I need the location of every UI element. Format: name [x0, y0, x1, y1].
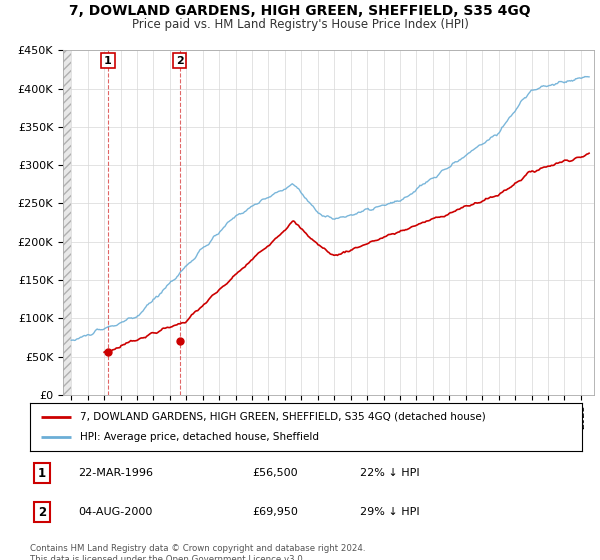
- Text: 2: 2: [38, 506, 46, 519]
- Text: Price paid vs. HM Land Registry's House Price Index (HPI): Price paid vs. HM Land Registry's House …: [131, 18, 469, 31]
- Text: 22-MAR-1996: 22-MAR-1996: [78, 468, 153, 478]
- Text: 1: 1: [104, 55, 112, 66]
- Text: 7, DOWLAND GARDENS, HIGH GREEN, SHEFFIELD, S35 4GQ (detached house): 7, DOWLAND GARDENS, HIGH GREEN, SHEFFIEL…: [80, 412, 485, 422]
- Text: 1: 1: [38, 466, 46, 480]
- Text: 22% ↓ HPI: 22% ↓ HPI: [360, 468, 419, 478]
- Text: HPI: Average price, detached house, Sheffield: HPI: Average price, detached house, Shef…: [80, 432, 319, 442]
- Text: 7, DOWLAND GARDENS, HIGH GREEN, SHEFFIELD, S35 4GQ: 7, DOWLAND GARDENS, HIGH GREEN, SHEFFIEL…: [69, 4, 531, 18]
- Text: 04-AUG-2000: 04-AUG-2000: [78, 507, 152, 517]
- Text: £56,500: £56,500: [252, 468, 298, 478]
- Bar: [63, 50, 71, 395]
- Text: Contains HM Land Registry data © Crown copyright and database right 2024.
This d: Contains HM Land Registry data © Crown c…: [30, 544, 365, 560]
- Text: 29% ↓ HPI: 29% ↓ HPI: [360, 507, 419, 517]
- Text: £69,950: £69,950: [252, 507, 298, 517]
- Text: 2: 2: [176, 55, 184, 66]
